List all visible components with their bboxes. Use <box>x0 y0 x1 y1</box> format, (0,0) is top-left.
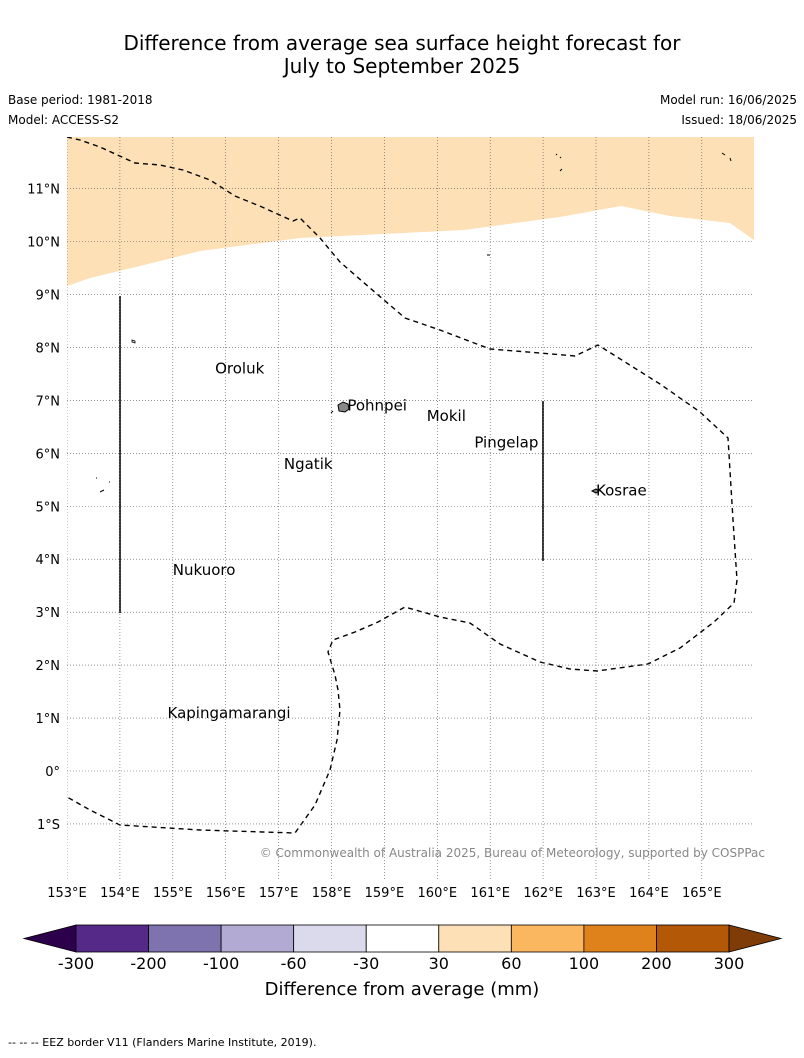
lon-tick-label: 160°E <box>418 886 458 901</box>
lat-tick-label: 9°N <box>36 288 61 303</box>
title-line-2: July to September 2025 <box>283 54 521 78</box>
colorbar-tick-label: -100 <box>203 954 239 973</box>
issued-date: Issued: 18/06/2025 <box>681 113 797 127</box>
positive-anomaly-region <box>67 137 754 286</box>
colorbar-tick-label: 100 <box>569 954 600 973</box>
pohnpei-island <box>337 401 350 413</box>
place-label-mokil: Mokil <box>427 407 466 425</box>
colorbar-under-triangle <box>22 924 77 953</box>
place-label-nukuoro: Nukuoro <box>173 561 236 579</box>
map-title: Difference from average sea surface heig… <box>0 32 804 78</box>
colorbar-swatch <box>583 924 657 953</box>
lon-tick-label: 155°E <box>153 886 193 901</box>
colorbar-swatch <box>75 924 149 953</box>
lat-tick-label: 11°N <box>27 183 60 198</box>
colorbar-tick-label: -300 <box>58 954 94 973</box>
colorbar-tick-label: -60 <box>281 954 307 973</box>
lon-tick-label: 156°E <box>206 886 246 901</box>
lat-tick-label: 10°N <box>27 236 60 251</box>
lat-tick-label: 1°N <box>36 712 61 727</box>
colorbar-tick-label: -30 <box>353 954 379 973</box>
colorbar-swatch <box>148 924 222 953</box>
place-label-pingelap: Pingelap <box>474 434 538 452</box>
island-outline <box>96 152 732 493</box>
lon-tick-label: 164°E <box>629 886 669 901</box>
colorbar-swatch <box>220 924 295 953</box>
colorbar-swatch <box>438 924 512 953</box>
base-period: Base period: 1981-2018 <box>8 93 153 107</box>
colorbar-tick-label: 200 <box>641 954 672 973</box>
colorbar-swatch <box>656 924 730 953</box>
kosrae-island <box>590 488 600 494</box>
island-outline <box>131 339 136 344</box>
footer-note: -- -- -- EEZ border V11 (Flanders Marine… <box>8 1036 317 1049</box>
lon-tick-label: 153°E <box>47 886 87 901</box>
lat-tick-label: 7°N <box>36 394 61 409</box>
lon-tick-label: 163°E <box>576 886 616 901</box>
lon-tick-label: 158°E <box>312 886 352 901</box>
place-label-kosrae: Kosrae <box>596 481 647 499</box>
lat-tick-label: 6°N <box>36 447 61 462</box>
lon-tick-label: 159°E <box>365 886 405 901</box>
lat-tick-label: 4°N <box>36 553 61 568</box>
colorbar-swatch <box>510 924 585 953</box>
colorbar-swatch <box>293 924 367 953</box>
lon-tick-label: 165°E <box>682 886 722 901</box>
lon-tick-label: 154°E <box>100 886 140 901</box>
colorbar-label: Difference from average (mm) <box>264 979 540 1000</box>
model-run: Model run: 16/06/2025 <box>659 93 797 107</box>
lat-tick-label: 0° <box>45 765 60 780</box>
lat-tick-label: 5°N <box>36 500 61 515</box>
colorbar-tick-label: 300 <box>714 954 745 973</box>
colorbar-over-triangle <box>728 924 783 953</box>
place-label-kapingamarangi: Kapingamarangi <box>168 704 291 722</box>
colorbar-tick-label: -200 <box>130 954 166 973</box>
lat-tick-label: 2°N <box>36 659 61 674</box>
colorbar-swatch <box>365 924 440 953</box>
lat-tick-label: 1°S <box>37 818 60 833</box>
place-label-pohnpei: Pohnpei <box>347 397 407 415</box>
colorbar-tick-label: 30 <box>429 954 449 973</box>
colorbar-tick-label: 60 <box>501 954 521 973</box>
lat-tick-label: 8°N <box>36 341 61 356</box>
model-name: Model: ACCESS-S2 <box>8 113 120 127</box>
lon-tick-label: 157°E <box>259 886 299 901</box>
lat-tick-label: 3°N <box>36 606 61 621</box>
lon-tick-label: 161°E <box>470 886 510 901</box>
lon-tick-label: 162°E <box>523 886 563 901</box>
place-label-ngatik: Ngatik <box>284 455 333 473</box>
title-line-1: Difference from average sea surface heig… <box>123 31 681 55</box>
copyright-text: © Commonwealth of Australia 2025, Bureau… <box>260 846 765 860</box>
eez-border <box>67 137 738 834</box>
place-label-oroluk: Oroluk <box>215 360 264 378</box>
